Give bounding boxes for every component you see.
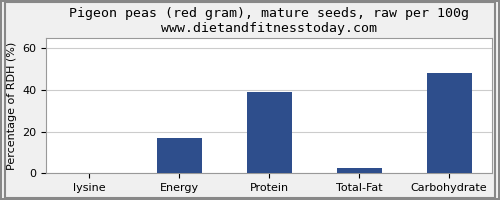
Y-axis label: Percentage of RDH (%): Percentage of RDH (%) — [7, 41, 17, 170]
Bar — [336, 168, 382, 173]
Bar — [426, 73, 472, 173]
Title: Pigeon peas (red gram), mature seeds, raw per 100g
www.dietandfitnesstoday.com: Pigeon peas (red gram), mature seeds, ra… — [69, 7, 469, 35]
Bar — [246, 92, 292, 173]
Bar — [156, 138, 202, 173]
